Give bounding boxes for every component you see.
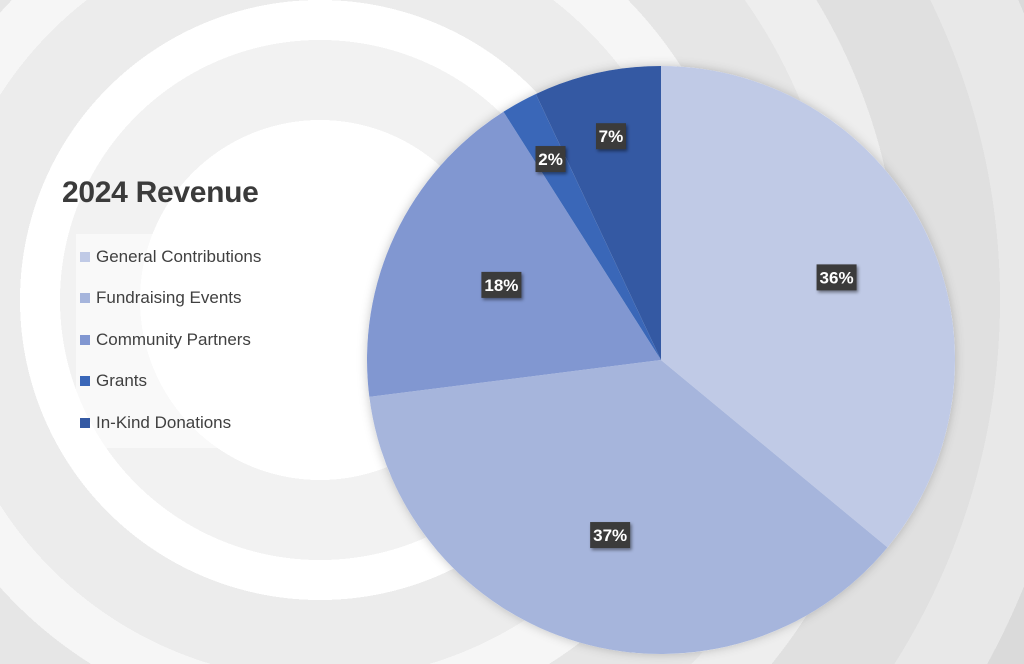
slice-label-text: 18% (484, 276, 518, 295)
slice-label-box (481, 271, 522, 298)
legend-label: Grants (96, 371, 148, 391)
pie-slice-in-kind-donations (535, 66, 661, 360)
slice-label-text: 36% (820, 268, 854, 287)
slice-label-box (535, 146, 566, 173)
legend-item-fundraising-events: Fundraising Events (80, 278, 310, 320)
slice-label-community-partners: 18% (481, 271, 522, 298)
pie-slice-general-contributions (661, 66, 955, 548)
slice-label-box (595, 123, 626, 150)
legend-item-grants: Grants (80, 361, 310, 403)
slice-label-text: 7% (599, 127, 624, 146)
slice-label-box (816, 264, 857, 291)
pie-slice-community-partners (366, 111, 661, 397)
slice-label-text: 37% (593, 526, 627, 545)
slice-label-general-contributions: 36% (816, 264, 857, 291)
legend-swatch (80, 334, 90, 345)
legend-label: In-Kind Donations (96, 412, 232, 432)
slice-label-box (590, 522, 631, 549)
slice-label-fundraising-events: 37% (590, 522, 631, 549)
slice-label-grants: 2% (535, 146, 566, 173)
pie-labels: 36% 37% 18% 2% 7% (481, 123, 857, 549)
legend-swatch (80, 251, 90, 262)
legend-swatch (80, 417, 90, 428)
pie-slices (366, 66, 955, 654)
chart-title: 2024 Revenue (62, 176, 259, 209)
legend-label: Community Partners (96, 329, 251, 349)
legend-label: Fundraising Events (96, 288, 242, 308)
legend-item-general-contributions: General Contributions (80, 236, 310, 278)
slice-label-in-kind-donations: 7% (595, 123, 626, 150)
slice-label-text: 2% (538, 150, 563, 169)
legend-item-community-partners: Community Partners (80, 319, 310, 361)
legend-item-in-kind-donations: In-Kind Donations (80, 402, 310, 444)
legend-label: General Contributions (96, 246, 262, 266)
legend-swatch (80, 293, 90, 304)
legend: General Contributions Fundraising Events… (76, 234, 310, 448)
legend-swatch (80, 376, 90, 387)
pie-slice-fundraising-events (369, 360, 888, 654)
